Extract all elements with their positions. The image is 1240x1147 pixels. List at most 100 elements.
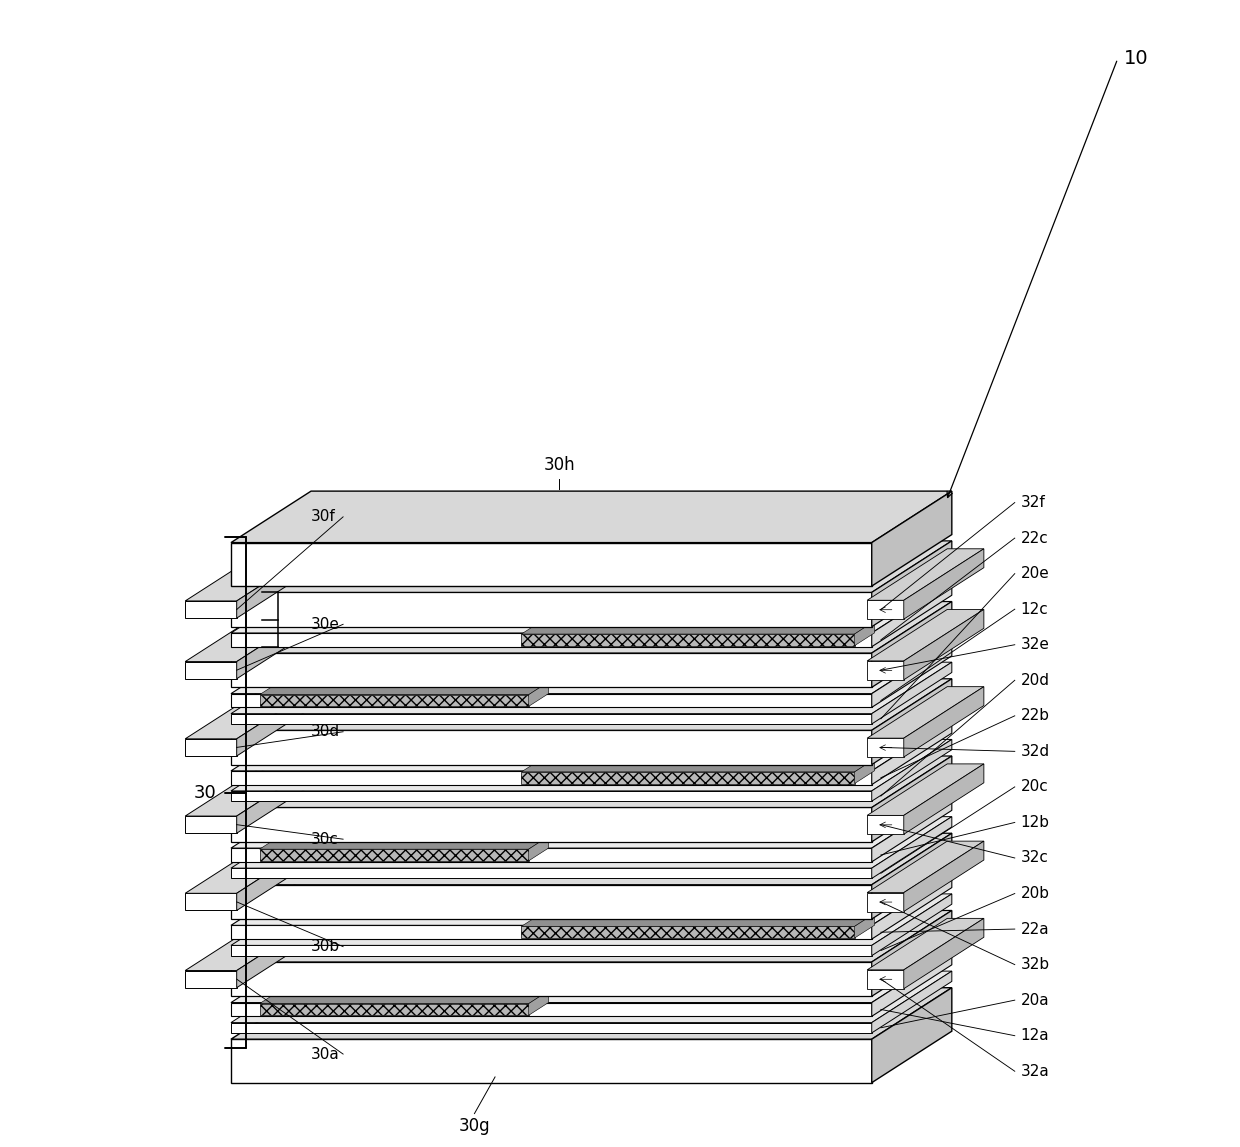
Polygon shape [185, 549, 316, 601]
Polygon shape [231, 592, 872, 626]
Polygon shape [854, 759, 874, 783]
Polygon shape [231, 868, 872, 879]
Polygon shape [521, 634, 854, 646]
Polygon shape [231, 731, 872, 765]
Polygon shape [259, 1004, 528, 1015]
Polygon shape [185, 842, 316, 894]
Polygon shape [872, 894, 952, 955]
Polygon shape [521, 913, 874, 927]
Text: 30c: 30c [311, 832, 339, 846]
Text: 30f: 30f [311, 509, 336, 524]
Polygon shape [872, 951, 952, 1016]
Polygon shape [872, 491, 952, 586]
Polygon shape [904, 919, 983, 989]
Polygon shape [231, 962, 872, 997]
Polygon shape [231, 740, 952, 791]
Text: 12b: 12b [1021, 814, 1049, 830]
Text: 30: 30 [193, 783, 216, 802]
Polygon shape [521, 622, 874, 634]
Polygon shape [867, 600, 904, 619]
Polygon shape [259, 849, 528, 860]
Polygon shape [904, 764, 983, 834]
Text: 30b: 30b [311, 939, 340, 954]
Polygon shape [231, 491, 952, 543]
Polygon shape [231, 694, 872, 708]
Text: 20e: 20e [1021, 567, 1049, 582]
Polygon shape [231, 894, 952, 945]
Polygon shape [231, 771, 872, 785]
Polygon shape [872, 719, 952, 785]
Text: 20d: 20d [1021, 673, 1049, 688]
Polygon shape [185, 610, 316, 662]
Polygon shape [231, 541, 952, 592]
Text: 32a: 32a [1021, 1063, 1049, 1078]
Text: 30e: 30e [311, 617, 340, 632]
Text: 32d: 32d [1021, 744, 1049, 759]
Polygon shape [867, 892, 904, 912]
Polygon shape [231, 972, 952, 1023]
Polygon shape [237, 842, 316, 911]
Polygon shape [528, 681, 549, 707]
Polygon shape [904, 609, 983, 680]
Polygon shape [872, 988, 952, 1083]
Polygon shape [231, 848, 872, 861]
Polygon shape [521, 927, 854, 938]
Polygon shape [867, 970, 904, 989]
Text: 30h: 30h [543, 457, 575, 474]
Polygon shape [231, 817, 952, 868]
Polygon shape [867, 687, 983, 739]
Text: 32e: 32e [1021, 638, 1049, 653]
Polygon shape [231, 945, 872, 955]
Text: 22c: 22c [1021, 531, 1048, 546]
Polygon shape [237, 687, 316, 756]
Polygon shape [231, 911, 952, 962]
Polygon shape [231, 679, 952, 731]
Polygon shape [259, 695, 528, 707]
Polygon shape [521, 772, 854, 783]
Polygon shape [231, 719, 952, 771]
Polygon shape [872, 582, 952, 647]
Polygon shape [904, 687, 983, 757]
Polygon shape [237, 549, 316, 618]
Text: 30g: 30g [459, 1117, 490, 1136]
Polygon shape [872, 911, 952, 997]
Polygon shape [231, 797, 952, 848]
Polygon shape [231, 1002, 872, 1016]
Polygon shape [867, 548, 983, 600]
Text: 20c: 20c [1021, 780, 1048, 795]
Polygon shape [231, 951, 952, 1002]
Polygon shape [867, 764, 983, 816]
Polygon shape [231, 662, 952, 713]
Polygon shape [259, 991, 549, 1004]
Polygon shape [528, 836, 549, 860]
Polygon shape [231, 1023, 872, 1033]
Polygon shape [231, 756, 952, 807]
Polygon shape [521, 759, 874, 772]
Polygon shape [231, 713, 872, 724]
Polygon shape [231, 1039, 872, 1083]
Polygon shape [872, 833, 952, 919]
Polygon shape [231, 874, 952, 926]
Polygon shape [231, 807, 872, 842]
Polygon shape [872, 972, 952, 1033]
Polygon shape [872, 740, 952, 802]
Polygon shape [231, 884, 872, 919]
Polygon shape [231, 543, 872, 586]
Polygon shape [231, 653, 872, 687]
Polygon shape [185, 894, 237, 911]
Polygon shape [872, 756, 952, 842]
Polygon shape [904, 548, 983, 619]
Polygon shape [872, 797, 952, 861]
Text: 10: 10 [1123, 49, 1148, 68]
Polygon shape [237, 610, 316, 679]
Polygon shape [867, 919, 983, 970]
Polygon shape [185, 919, 316, 970]
Polygon shape [259, 681, 549, 695]
Polygon shape [867, 816, 904, 834]
Text: 32c: 32c [1021, 850, 1048, 866]
Polygon shape [854, 913, 874, 938]
Polygon shape [231, 833, 952, 884]
Polygon shape [185, 662, 237, 679]
Polygon shape [231, 988, 952, 1039]
Text: 22b: 22b [1021, 709, 1049, 724]
